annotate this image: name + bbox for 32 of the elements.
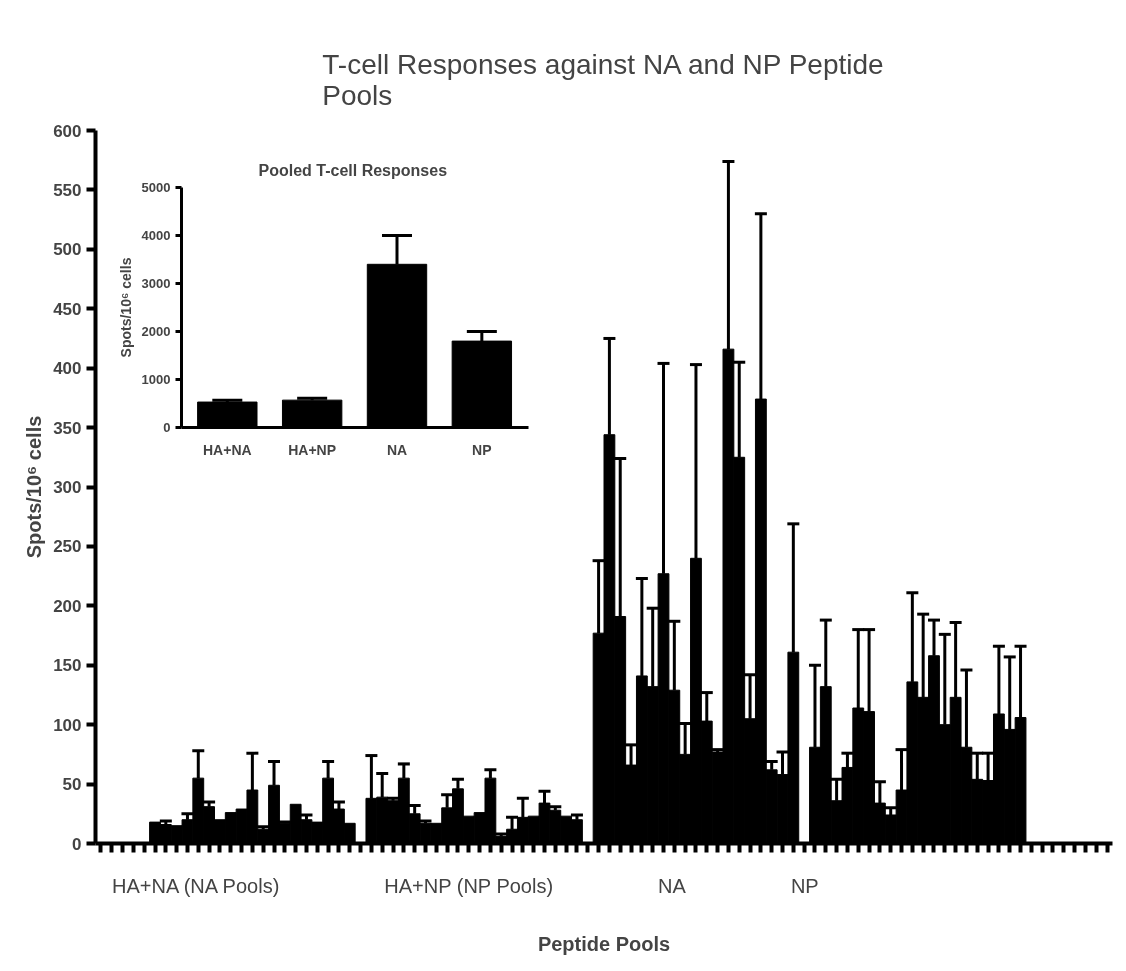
- y-tick-label: 550: [53, 180, 82, 200]
- y-axis-title: Spots/10⁶ cells: [23, 415, 46, 559]
- y-tick-label: 0: [163, 420, 171, 435]
- chart-title: T-cell Responses against NA and NP Peptide Pools: [322, 48, 884, 111]
- y-tick-label: 450: [53, 299, 82, 319]
- legend-label: NA: [658, 875, 686, 898]
- y-tick-label: 150: [53, 656, 82, 676]
- y-tick-label: 3000: [141, 276, 171, 291]
- x-tick-label: HA+NA: [203, 441, 252, 458]
- legend-label: NP: [790, 875, 819, 898]
- x-axis-title: Peptide Pools: [537, 932, 671, 955]
- y-tick-label: 4000: [141, 228, 171, 243]
- y-tick-label: 500: [53, 240, 82, 260]
- y-tick-label: 200: [53, 596, 82, 616]
- legend-label: HA+NA (NA Pools): [112, 875, 280, 898]
- chart-title: Pooled T-cell Responses: [258, 161, 448, 179]
- y-tick-label: 0: [72, 834, 82, 854]
- x-tick-label: NP: [472, 441, 492, 458]
- y-tick-label: 1000: [141, 372, 171, 387]
- x-tick-label: NA: [386, 441, 408, 458]
- legend-label: HA+NP (NP Pools): [384, 875, 554, 898]
- y-tick-label: 600: [53, 121, 82, 141]
- y-tick-label: 350: [53, 418, 82, 438]
- y-tick-label: 100: [53, 715, 82, 735]
- x-tick-label: HA+NP: [288, 441, 337, 458]
- y-tick-label: 400: [53, 359, 82, 379]
- y-tick-label: 2000: [141, 324, 171, 339]
- y-tick-label: 5000: [141, 180, 171, 195]
- y-tick-label: 250: [53, 537, 82, 557]
- y-tick-label: 50: [62, 775, 82, 795]
- y-axis-title: Spots/10⁶ cells: [117, 257, 134, 358]
- y-tick-label: 300: [53, 478, 82, 497]
